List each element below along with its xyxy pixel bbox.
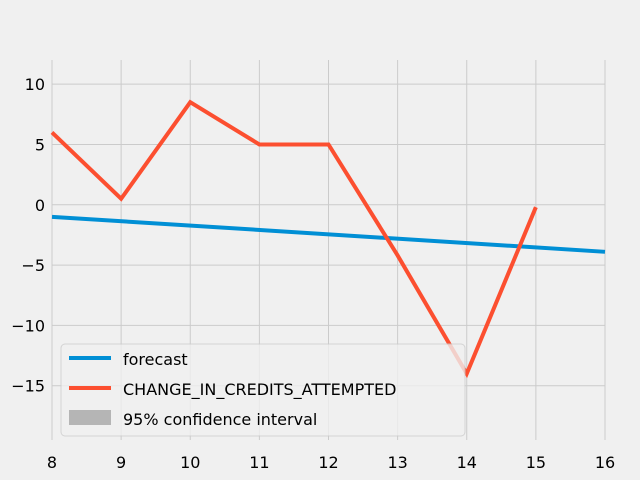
legend-label-change-in-credits: CHANGE_IN_CREDITS_ATTEMPTED [123, 380, 396, 400]
series-line-0 [51, 214, 606, 254]
y-tick-label: −10 [11, 316, 45, 335]
x-tick-label: 16 [595, 453, 615, 472]
x-tick-label: 14 [457, 453, 477, 472]
x-tick-label: 8 [47, 453, 57, 472]
x-tick-label: 13 [387, 453, 407, 472]
y-tick-label: −5 [21, 256, 45, 275]
legend: forecast CHANGE_IN_CREDITS_ATTEMPTED 95%… [60, 343, 466, 437]
x-axis-ticks: 8 9 10 11 12 13 14 15 16 [47, 453, 615, 472]
legend-label-confidence-interval: 95% confidence interval [123, 410, 317, 429]
x-tick-label: 12 [318, 453, 338, 472]
y-tick-label: −15 [11, 377, 45, 396]
x-tick-label: 15 [526, 453, 546, 472]
legend-box [60, 343, 466, 437]
y-tick-label: 10 [25, 75, 45, 94]
x-tick-label: 11 [249, 453, 269, 472]
y-tick-label: 0 [35, 196, 45, 215]
legend-swatch-confidence-interval [69, 410, 111, 425]
y-axis-ticks: −15 −10 −5 0 5 10 [11, 75, 45, 396]
y-tick-label: 5 [35, 135, 45, 154]
legend-label-forecast: forecast [123, 350, 188, 369]
x-tick-label: 9 [116, 453, 126, 472]
x-tick-label: 10 [180, 453, 200, 472]
